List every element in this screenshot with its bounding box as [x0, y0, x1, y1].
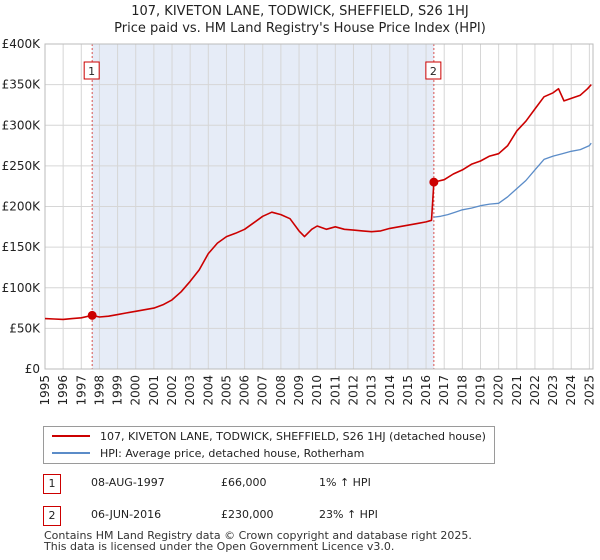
x-tick-label: 1995 [38, 375, 52, 406]
transaction-date: 06-JUN-2016 [91, 508, 162, 521]
y-tick-label: £50K [9, 321, 41, 335]
x-tick-label: 2008 [274, 375, 288, 406]
transaction-hpi-change: 1% ↑ HPI [319, 476, 371, 489]
transaction-price: £230,000 [221, 508, 274, 521]
transaction-hpi-change: 23% ↑ HPI [319, 508, 378, 521]
sale-point [87, 310, 97, 320]
x-tick-label: 2003 [183, 375, 197, 406]
x-tick-label: 2025 [582, 375, 596, 406]
x-tick-label: 2010 [310, 375, 324, 406]
marker-label: 2 [430, 65, 437, 78]
y-tick-label: £0 [25, 362, 40, 376]
footer-copyright: Contains HM Land Registry data © Crown c… [44, 529, 472, 542]
series-line-hpi [433, 142, 592, 218]
legend-label-property: 107, KIVETON LANE, TODWICK, SHEFFIELD, S… [100, 429, 486, 443]
y-tick-label: £250K [2, 159, 42, 173]
footer-attribution: Contains HM Land Registry data © Crown c… [44, 530, 594, 552]
x-tick-label: 2005 [219, 375, 233, 406]
transaction-number-badge: 1 [43, 474, 61, 494]
y-tick-label: £350K [2, 78, 42, 92]
x-tick-label: 1999 [111, 375, 125, 406]
x-tick-label: 2000 [129, 375, 143, 406]
legend-label-hpi: HPI: Average price, detached house, Roth… [100, 446, 365, 460]
x-tick-label: 2015 [401, 375, 415, 406]
y-tick-label: £300K [2, 118, 42, 132]
legend-swatch-hpi [52, 452, 90, 454]
legend-swatch-property [52, 435, 90, 437]
x-tick-label: 2006 [238, 375, 252, 406]
x-tick-label: 2021 [510, 375, 524, 406]
marker-label: 1 [88, 65, 95, 78]
legend-item-property: 107, KIVETON LANE, TODWICK, SHEFFIELD, S… [52, 428, 486, 444]
sale-point [429, 177, 439, 187]
marker-label-box [425, 61, 442, 80]
y-tick-label: £400K [2, 37, 42, 51]
x-tick-label: 2012 [346, 375, 360, 406]
x-tick-label: 2022 [528, 375, 542, 406]
x-tick-label: 2024 [564, 375, 578, 406]
x-tick-label: 2001 [147, 375, 161, 406]
y-tick-label: £200K [2, 200, 42, 214]
footer-licence: This data is licensed under the Open Gov… [44, 540, 395, 553]
x-tick-label: 2018 [455, 375, 469, 406]
legend: 107, KIVETON LANE, TODWICK, SHEFFIELD, S… [43, 426, 495, 464]
x-tick-label: 2023 [546, 375, 560, 406]
x-tick-label: 2019 [473, 375, 487, 406]
x-tick-label: 2004 [201, 375, 215, 406]
x-tick-label: 2013 [365, 375, 379, 406]
y-tick-label: £150K [2, 240, 42, 254]
x-tick-label: 2014 [383, 375, 397, 406]
x-tick-label: 1996 [56, 375, 70, 406]
transaction-date: 08-AUG-1997 [91, 476, 165, 489]
x-tick-label: 2011 [328, 375, 342, 406]
legend-item-hpi: HPI: Average price, detached house, Roth… [52, 445, 364, 461]
x-tick-label: 2017 [437, 375, 451, 406]
chart: 107, KIVETON LANE, TODWICK, SHEFFIELD, S… [2, 4, 597, 406]
x-tick-label: 2007 [256, 375, 270, 406]
x-tick-label: 2009 [292, 375, 306, 406]
marker-label-box [83, 61, 100, 80]
x-tick-label: 1997 [74, 375, 88, 406]
transaction-price: £66,000 [221, 476, 267, 489]
series-line-property-price [44, 84, 592, 321]
plot-frame [44, 43, 594, 370]
x-tick-label: 2002 [165, 375, 179, 406]
x-tick-label: 2016 [419, 375, 433, 406]
chart-subtitle: Price paid vs. HM Land Registry's House … [114, 21, 486, 36]
chart-title: 107, KIVETON LANE, TODWICK, SHEFFIELD, S… [131, 4, 469, 19]
transaction-number-badge: 2 [43, 506, 61, 526]
x-tick-label: 2020 [492, 375, 506, 406]
y-tick-label: £100K [2, 281, 42, 295]
x-tick-label: 1998 [92, 375, 106, 406]
